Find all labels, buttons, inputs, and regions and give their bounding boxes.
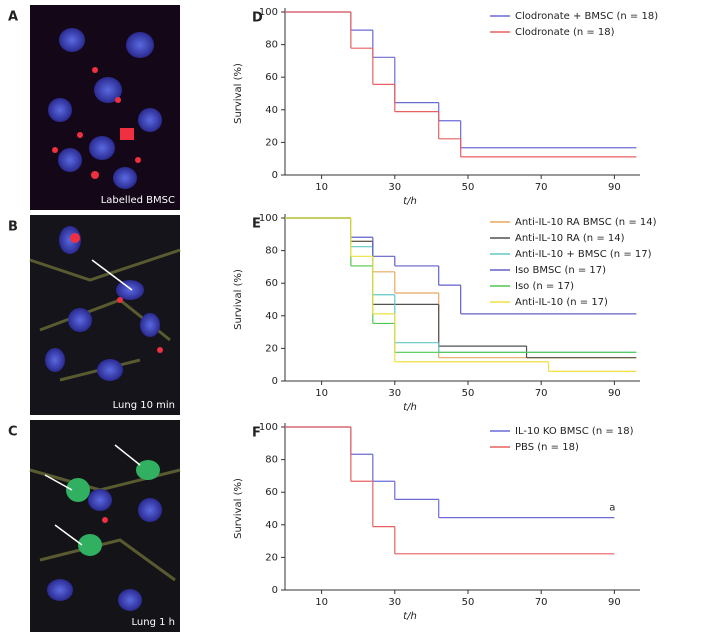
x-tick-label: 70: [535, 388, 548, 399]
y-axis-label: Survival (%): [233, 63, 244, 124]
panel-label: C: [8, 425, 18, 440]
legend-label: Clodronate (n = 18): [515, 27, 615, 38]
y-tick-label: 60: [265, 278, 278, 289]
x-tick-label: 90: [608, 597, 621, 608]
image-caption: Lung 1 h: [132, 617, 175, 628]
panel-label: B: [8, 220, 18, 235]
image-a: [30, 5, 180, 210]
y-tick-label: 100: [259, 422, 278, 433]
legend-label: Anti-IL-10 + BMSC (n = 17): [515, 249, 652, 260]
y-tick-label: 0: [272, 585, 278, 596]
x-tick-label: 30: [388, 182, 401, 193]
panel-label: E: [252, 217, 261, 232]
image-c: [29, 420, 181, 632]
x-tick-label: 10: [315, 182, 328, 193]
image-b: [29, 215, 181, 415]
x-tick-label: 90: [608, 388, 621, 399]
legend-label: IL-10 KO BMSC (n = 18): [515, 426, 634, 437]
y-tick-label: 20: [265, 343, 278, 354]
y-tick-label: 40: [265, 520, 278, 531]
legend-label: Anti-IL-10 (n = 17): [515, 297, 608, 308]
x-tick-label: 10: [315, 388, 328, 399]
y-axis-label: Survival (%): [233, 478, 244, 539]
x-tick-label: 50: [462, 182, 475, 193]
legend-label: Anti-IL-10 RA (n = 14): [515, 233, 625, 244]
legend-label: Clodronate + BMSC (n = 18): [515, 11, 658, 22]
y-tick-label: 0: [272, 376, 278, 387]
x-axis-label: t/h: [403, 402, 417, 413]
x-tick-label: 70: [535, 597, 548, 608]
y-tick-label: 20: [265, 137, 278, 148]
x-tick-label: 10: [315, 597, 328, 608]
x-tick-label: 50: [462, 597, 475, 608]
y-tick-label: 40: [265, 311, 278, 322]
y-axis-label: Survival (%): [233, 269, 244, 330]
image-caption: Labelled BMSC: [101, 195, 175, 206]
panel-label: D: [252, 11, 263, 26]
y-tick-label: 80: [265, 246, 278, 257]
annotation: a: [609, 503, 615, 514]
legend-label: Anti-IL-10 RA BMSC (n = 14): [515, 217, 657, 228]
y-tick-label: 20: [265, 552, 278, 563]
x-tick-label: 30: [388, 388, 401, 399]
legend-label: Iso BMSC (n = 17): [515, 265, 606, 276]
x-tick-label: 70: [535, 182, 548, 193]
y-tick-label: 100: [259, 7, 278, 18]
x-tick-label: 30: [388, 597, 401, 608]
y-tick-label: 60: [265, 487, 278, 498]
x-tick-label: 90: [608, 182, 621, 193]
x-axis-label: t/h: [403, 196, 417, 207]
y-tick-label: 60: [265, 72, 278, 83]
y-tick-label: 80: [265, 40, 278, 51]
x-axis-label: t/h: [403, 611, 417, 622]
panel-label: A: [8, 10, 18, 25]
y-tick-label: 100: [259, 213, 278, 224]
y-tick-label: 0: [272, 170, 278, 181]
y-tick-label: 40: [265, 105, 278, 116]
image-caption: Lung 10 min: [113, 400, 175, 411]
legend-label: Iso (n = 17): [515, 281, 574, 292]
legend-label: PBS (n = 18): [515, 442, 579, 453]
x-tick-label: 50: [462, 388, 475, 399]
panel-label: F: [252, 426, 261, 441]
y-tick-label: 80: [265, 455, 278, 466]
